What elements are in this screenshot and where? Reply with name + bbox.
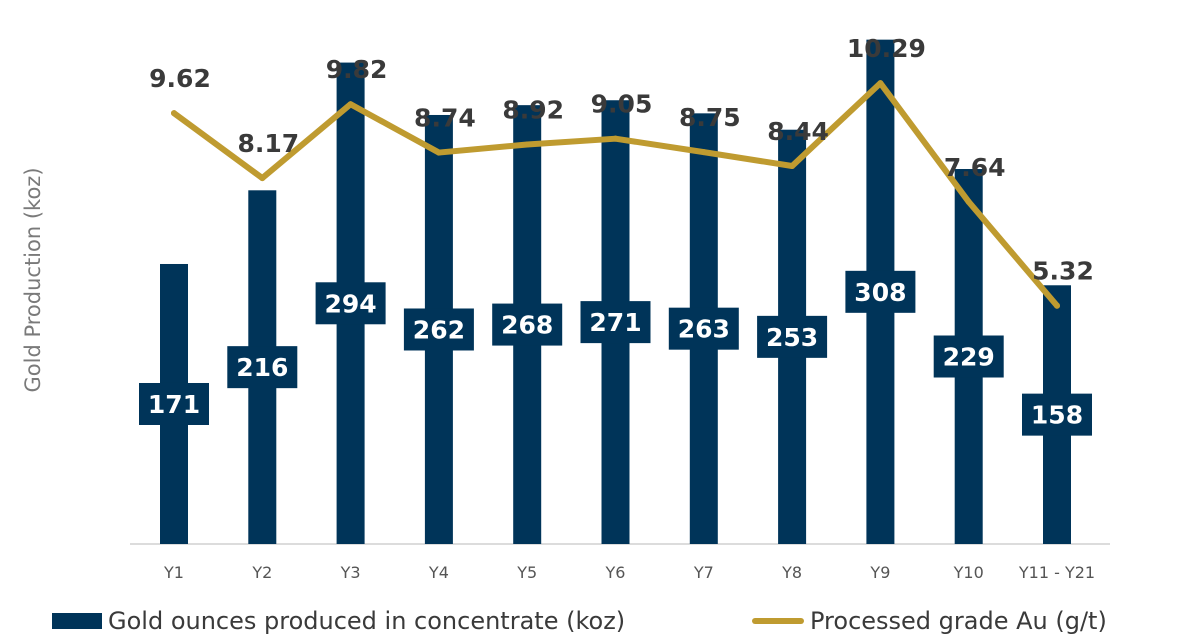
bar-label-box-8 bbox=[757, 315, 828, 358]
grade-line-group bbox=[171, 80, 1060, 309]
bar-value-label-1: 171 bbox=[148, 390, 200, 419]
bar-label-box-7 bbox=[668, 307, 739, 350]
grade-value-label-6: 9.05 bbox=[591, 90, 653, 119]
bar-label-box-5 bbox=[492, 303, 563, 346]
bar-label-box-4 bbox=[403, 308, 474, 351]
x-tick-label-11: Y11 - Y21 bbox=[1018, 563, 1095, 582]
bar-label-box-6 bbox=[580, 301, 651, 344]
legend: Gold ounces produced in concentrate (koz… bbox=[0, 604, 1178, 638]
grade-labels-group: 9.62 8.17 9.82 8.74 8.92 9.05 8.75 8.44 10.29 7.6… bbox=[149, 34, 1094, 286]
bar-value-label-7: 263 bbox=[678, 315, 730, 344]
bar-value-label-6: 271 bbox=[589, 308, 641, 337]
bar-value-label-10: 229 bbox=[943, 343, 995, 372]
grade-value-label-2: 8.17 bbox=[237, 129, 299, 158]
bar-value-label-2: 216 bbox=[236, 353, 288, 382]
grade-point-8 bbox=[789, 163, 796, 170]
grade-value-label-11: 5.32 bbox=[1032, 257, 1094, 286]
x-tick-label-1: Y1 bbox=[163, 563, 184, 582]
legend-label-line: Processed grade Au (g/t) bbox=[810, 607, 1107, 635]
x-tick-labels-group: Y1 Y2 Y3 Y4 Y5 Y6 Y7 Y8 Y9 Y10 Y11 - Y21 bbox=[163, 563, 1095, 582]
legend-bar-swatch bbox=[52, 613, 102, 629]
grade-point-4 bbox=[435, 149, 442, 156]
grade-point-5 bbox=[524, 141, 531, 148]
grade-value-label-10: 7.64 bbox=[944, 153, 1006, 182]
grade-point-1 bbox=[171, 110, 177, 117]
y-axis-label: Gold Production (koz) bbox=[21, 167, 45, 392]
bar-value-label-3: 294 bbox=[325, 289, 377, 318]
grade-value-label-1: 9.62 bbox=[149, 64, 211, 93]
bar-label-box-9 bbox=[845, 270, 916, 313]
bar-label-box-2 bbox=[227, 346, 298, 389]
legend-line-swatch bbox=[752, 618, 804, 624]
grade-point-6 bbox=[612, 135, 619, 142]
bar-value-label-5: 268 bbox=[501, 311, 553, 340]
bar-value-label-9: 308 bbox=[854, 278, 906, 307]
x-tick-label-3: Y3 bbox=[340, 563, 361, 582]
legend-item-line: Processed grade Au (g/t) bbox=[752, 604, 1107, 638]
x-tick-label-2: Y2 bbox=[251, 563, 272, 582]
bar-labels-group: 171 216 294 262 268 271 263 253 308 229 158 bbox=[139, 270, 1092, 436]
bar-label-box-3 bbox=[315, 282, 386, 325]
grade-point-7 bbox=[700, 149, 707, 156]
grade-value-label-3: 9.82 bbox=[326, 55, 388, 84]
grade-point-2 bbox=[259, 175, 266, 182]
grade-point-3 bbox=[347, 101, 354, 108]
legend-item-bars: Gold ounces produced in concentrate (koz… bbox=[52, 604, 625, 638]
x-tick-label-5: Y5 bbox=[516, 563, 537, 582]
x-tick-label-9: Y9 bbox=[869, 563, 890, 582]
x-tick-label-10: Y10 bbox=[953, 563, 984, 582]
legend-label-bars: Gold ounces produced in concentrate (koz… bbox=[108, 607, 626, 635]
grade-value-label-9: 10.29 bbox=[847, 34, 926, 63]
bar-label-box-11 bbox=[1022, 393, 1092, 436]
grade-value-label-4: 8.74 bbox=[414, 104, 476, 133]
grade-value-label-5: 8.92 bbox=[502, 96, 564, 125]
bar-label-box-1 bbox=[139, 382, 209, 425]
x-tick-label-8: Y8 bbox=[781, 563, 802, 582]
grade-point-9 bbox=[877, 80, 884, 87]
x-tick-label-6: Y6 bbox=[605, 563, 626, 582]
grade-point-11 bbox=[1054, 302, 1060, 309]
grade-value-label-7: 8.75 bbox=[679, 103, 741, 132]
bar-value-label-8: 253 bbox=[766, 323, 818, 352]
grade-point-10 bbox=[965, 198, 972, 205]
bar-label-box-10 bbox=[933, 335, 1004, 378]
x-tick-label-4: Y4 bbox=[428, 563, 449, 582]
x-tick-label-7: Y7 bbox=[693, 563, 714, 582]
grade-value-label-8: 8.44 bbox=[767, 117, 829, 146]
bar-value-label-4: 262 bbox=[413, 315, 465, 344]
bar-value-label-11: 158 bbox=[1031, 401, 1083, 430]
